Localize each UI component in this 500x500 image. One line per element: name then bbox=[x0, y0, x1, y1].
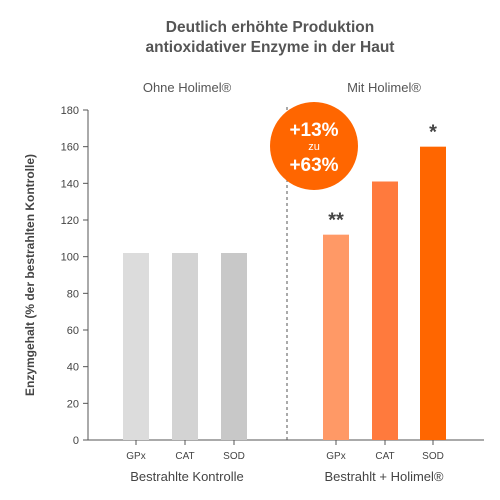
group-header-control: Ohne Holimel® bbox=[143, 80, 232, 95]
y-tick-label: 0 bbox=[73, 435, 79, 447]
significance-marker: ** bbox=[328, 210, 344, 232]
x-tick-label: GPx bbox=[326, 451, 345, 462]
bar bbox=[420, 146, 446, 440]
y-axis: 0 20 40 60 80 100 120 140 160 180 bbox=[61, 105, 89, 447]
bar bbox=[323, 234, 349, 440]
y-tick-label: 120 bbox=[61, 215, 79, 227]
y-tick-label: 80 bbox=[67, 288, 79, 300]
x-tick-label: CAT bbox=[175, 451, 194, 462]
highlight-badge: +13% zu +63% bbox=[270, 102, 358, 190]
y-tick-label: 100 bbox=[61, 252, 79, 264]
y-tick-label: 140 bbox=[61, 178, 79, 190]
y-tick-label: 160 bbox=[61, 142, 79, 154]
badge-max-increase: +63% bbox=[289, 155, 338, 176]
x-axis bbox=[88, 439, 484, 445]
y-tick-label: 180 bbox=[61, 105, 79, 117]
significance-marker: * bbox=[429, 122, 437, 144]
x-tick-label: CAT bbox=[375, 451, 394, 462]
group-label-holimel: Bestrahlt + Holimel® bbox=[324, 469, 443, 484]
chart-title-line-1: Deutlich erhöhte Produktion bbox=[166, 19, 374, 36]
chart-title: Deutlich erhöhte Produktion antioxidativ… bbox=[146, 19, 395, 56]
y-tick-label: 20 bbox=[67, 398, 79, 410]
y-tick-label: 40 bbox=[67, 362, 79, 374]
y-axis-label: Enzymgehalt (% der bestrahlten Kontrolle… bbox=[23, 154, 37, 396]
bar bbox=[221, 253, 247, 440]
bar bbox=[372, 181, 398, 440]
badge-min-increase: +13% bbox=[289, 120, 338, 141]
chart-title-line-2: antioxidativer Enzyme in der Haut bbox=[146, 39, 395, 56]
category-labels: GPx CAT SOD GPx ** CAT SOD * bbox=[126, 122, 444, 462]
group-label-control: Bestrahlte Kontrolle bbox=[130, 469, 243, 484]
group-header-holimel: Mit Holimel® bbox=[347, 80, 421, 95]
bars bbox=[123, 146, 446, 440]
x-tick-label: GPx bbox=[126, 451, 145, 462]
bar bbox=[123, 253, 149, 440]
x-tick-label: SOD bbox=[223, 451, 245, 462]
badge-connector: zu bbox=[308, 141, 320, 153]
x-tick-label: SOD bbox=[422, 451, 444, 462]
badge-circle bbox=[270, 102, 358, 190]
bar bbox=[172, 253, 198, 440]
y-tick-label: 60 bbox=[67, 325, 79, 337]
